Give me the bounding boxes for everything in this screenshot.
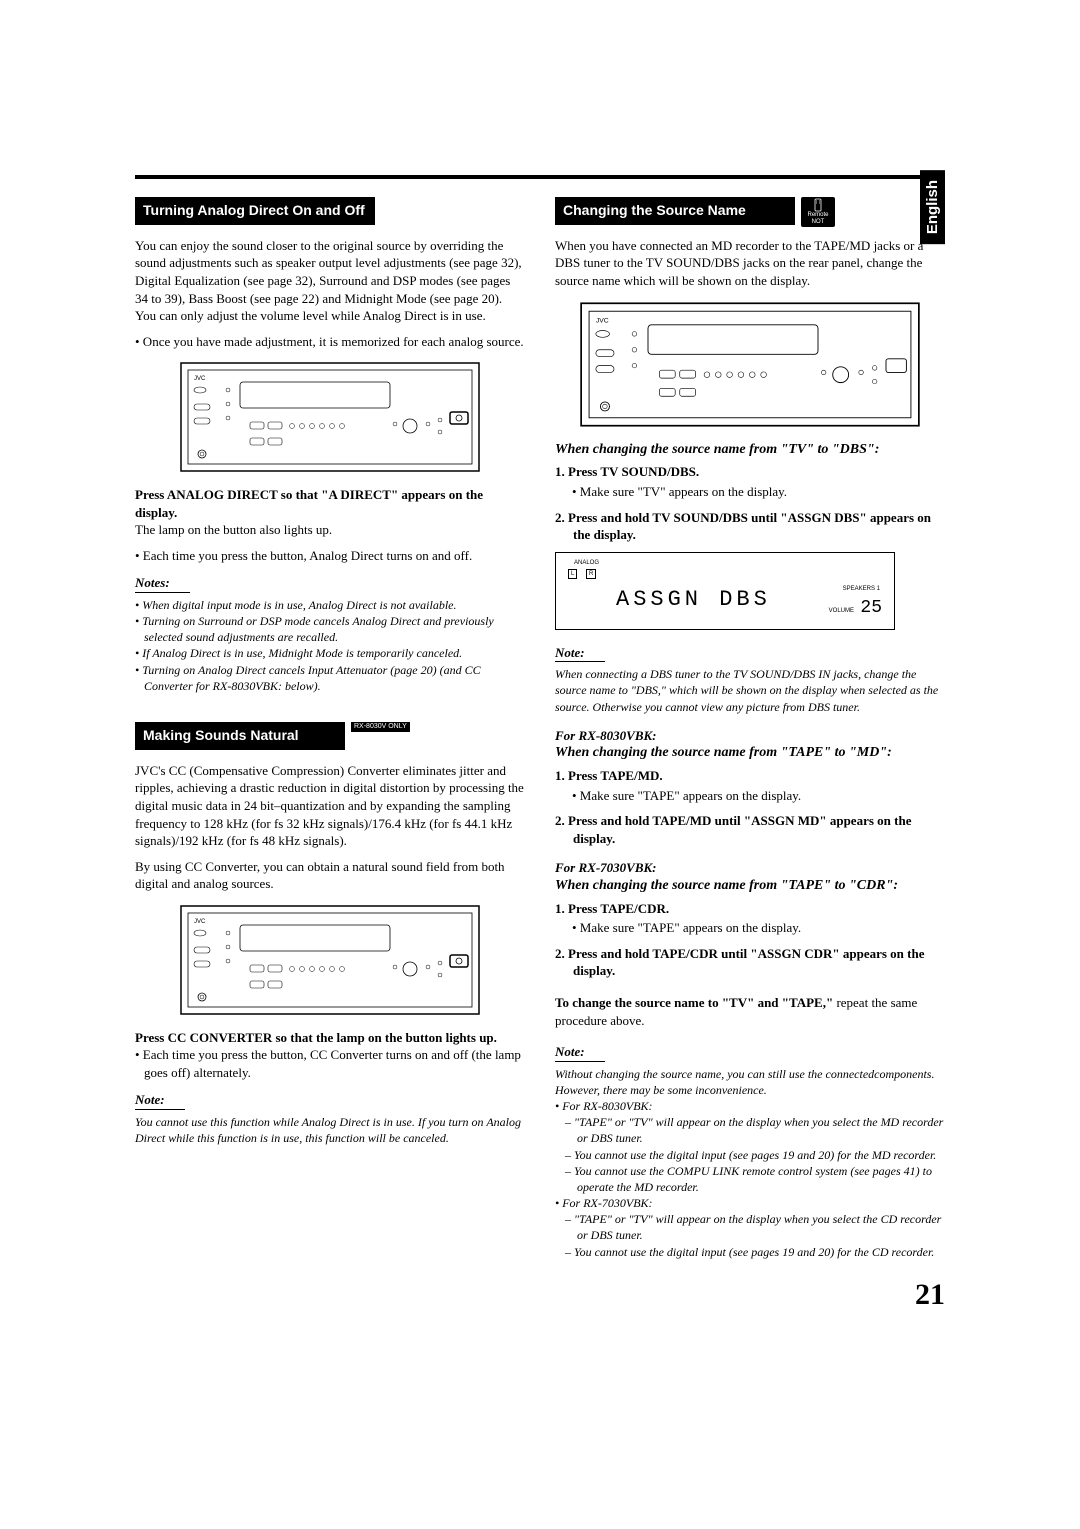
note-bullet: • Turning on Analog Direct cancels Input… bbox=[135, 662, 525, 694]
note-text: Without changing the source name, you ca… bbox=[555, 1066, 945, 1098]
inline-bold: To change the source name to "TV" and "T… bbox=[555, 995, 833, 1010]
paragraph: When you have connected an MD recorder t… bbox=[555, 237, 945, 290]
receiver-diagram: JVC bbox=[180, 905, 480, 1015]
note-bullet: • If Analog Direct is in use, Midnight M… bbox=[135, 645, 525, 661]
right-column: Changing the Source Name Remote NOT When… bbox=[555, 197, 945, 1260]
note-subbullet: – You cannot use the COMPU LINK remote c… bbox=[555, 1163, 945, 1195]
section-header-source-name: Changing the Source Name bbox=[555, 197, 795, 225]
note-subbullet: – "TAPE" or "TV" will appear on the disp… bbox=[555, 1211, 945, 1243]
model-badge: RX-8030V ONLY bbox=[351, 722, 410, 732]
two-columns: Turning Analog Direct On and Off You can… bbox=[135, 197, 945, 1260]
display-speakers-label: SPEAKERS 1 bbox=[843, 585, 880, 593]
display-main-text: ASSGN DBS bbox=[616, 585, 771, 615]
step-sub: • Make sure "TV" appears on the display. bbox=[555, 483, 945, 501]
section-header-cc-converter: Making Sounds Natural bbox=[135, 722, 345, 750]
left-column: Turning Analog Direct On and Off You can… bbox=[135, 197, 525, 1260]
step-item: 2. Press and hold TAPE/CDR until "ASSGN … bbox=[555, 945, 945, 980]
svg-text:JVC: JVC bbox=[194, 919, 206, 925]
bullet-item: • Once you have made adjustment, it is m… bbox=[135, 333, 525, 351]
bullet-item: • Each time you press the button, Analog… bbox=[135, 547, 525, 565]
step-item: 1. Press TAPE/CDR. bbox=[555, 900, 945, 918]
note-bullet: • For RX-8030VBK: bbox=[555, 1098, 945, 1114]
svg-text:JVC: JVC bbox=[596, 317, 609, 324]
note-subbullet: – You cannot use the digital input (see … bbox=[555, 1244, 945, 1260]
step-sub: • Make sure "TAPE" appears on the displa… bbox=[555, 919, 945, 937]
section-header-row: Making Sounds Natural RX-8030V ONLY bbox=[135, 722, 525, 762]
step-item: 2. Press and hold TV SOUND/DBS until "AS… bbox=[555, 509, 945, 544]
receiver-diagram: JVC bbox=[580, 302, 920, 427]
page-number: 21 bbox=[915, 1278, 945, 1312]
section-header-analog-direct: Turning Analog Direct On and Off bbox=[135, 197, 375, 225]
instruction-bold: Press ANALOG DIRECT so that "A DIRECT" a… bbox=[135, 486, 525, 521]
display-analog-label: ANALOG bbox=[574, 559, 599, 567]
note-header: Note: bbox=[135, 1091, 185, 1110]
instruction-bold: Press CC CONVERTER so that the lamp on t… bbox=[135, 1029, 525, 1047]
svg-text:JVC: JVC bbox=[194, 376, 206, 382]
note-text: When connecting a DBS tuner to the TV SO… bbox=[555, 666, 945, 715]
display-volume-value: 25 bbox=[860, 596, 882, 620]
page-content: English Turning Analog Direct On and Off… bbox=[135, 175, 945, 1260]
paragraph: By using CC Converter, you can obtain a … bbox=[135, 858, 525, 893]
note-subbullet: – You cannot use the digital input (see … bbox=[555, 1147, 945, 1163]
note-text: You cannot use this function while Analo… bbox=[135, 1114, 525, 1146]
display-r-label: R bbox=[586, 569, 596, 579]
section-header-row: Changing the Source Name Remote NOT bbox=[555, 197, 945, 237]
note-header: Note: bbox=[555, 644, 605, 663]
note-bullet: • Turning on Surround or DSP mode cancel… bbox=[135, 613, 525, 645]
note-subbullet: – "TAPE" or "TV" will appear on the disp… bbox=[555, 1114, 945, 1146]
notes-header: Notes: bbox=[135, 574, 190, 593]
note-header: Note: bbox=[555, 1043, 605, 1062]
step-sub: • Make sure "TAPE" appears on the displa… bbox=[555, 787, 945, 805]
receiver-diagram: JVC bbox=[180, 362, 480, 472]
bullet-item: • Each time you press the button, CC Con… bbox=[135, 1046, 525, 1081]
step-item: 1. Press TV SOUND/DBS. bbox=[555, 463, 945, 481]
step-item: 1. Press TAPE/MD. bbox=[555, 767, 945, 785]
model-label: For RX-8030VBK: bbox=[555, 727, 945, 745]
paragraph: You can enjoy the sound closer to the or… bbox=[135, 237, 525, 325]
paragraph: To change the source name to "TV" and "T… bbox=[555, 994, 945, 1029]
note-bullet: • For RX-7030VBK: bbox=[555, 1195, 945, 1211]
lcd-display-diagram: ANALOG L R ASSGN DBS SPEAKERS 1 VOLUME 2… bbox=[555, 552, 895, 630]
step-item: 2. Press and hold TAPE/MD until "ASSGN M… bbox=[555, 812, 945, 847]
remote-not-badge: Remote NOT bbox=[801, 197, 835, 227]
display-volume-label: VOLUME bbox=[829, 607, 854, 615]
top-rule bbox=[135, 175, 945, 179]
display-l-label: L bbox=[568, 569, 577, 579]
subheading: When changing the source name from "TAPE… bbox=[555, 744, 945, 763]
paragraph: JVC's CC (Compensative Compression) Conv… bbox=[135, 762, 525, 850]
language-tab: English bbox=[920, 170, 945, 244]
model-label: For RX-7030VBK: bbox=[555, 859, 945, 877]
subheading: When changing the source name from "TV" … bbox=[555, 441, 945, 460]
paragraph: The lamp on the button also lights up. bbox=[135, 521, 525, 539]
note-bullet: • When digital input mode is in use, Ana… bbox=[135, 597, 525, 613]
subheading: When changing the source name from "TAPE… bbox=[555, 877, 945, 896]
